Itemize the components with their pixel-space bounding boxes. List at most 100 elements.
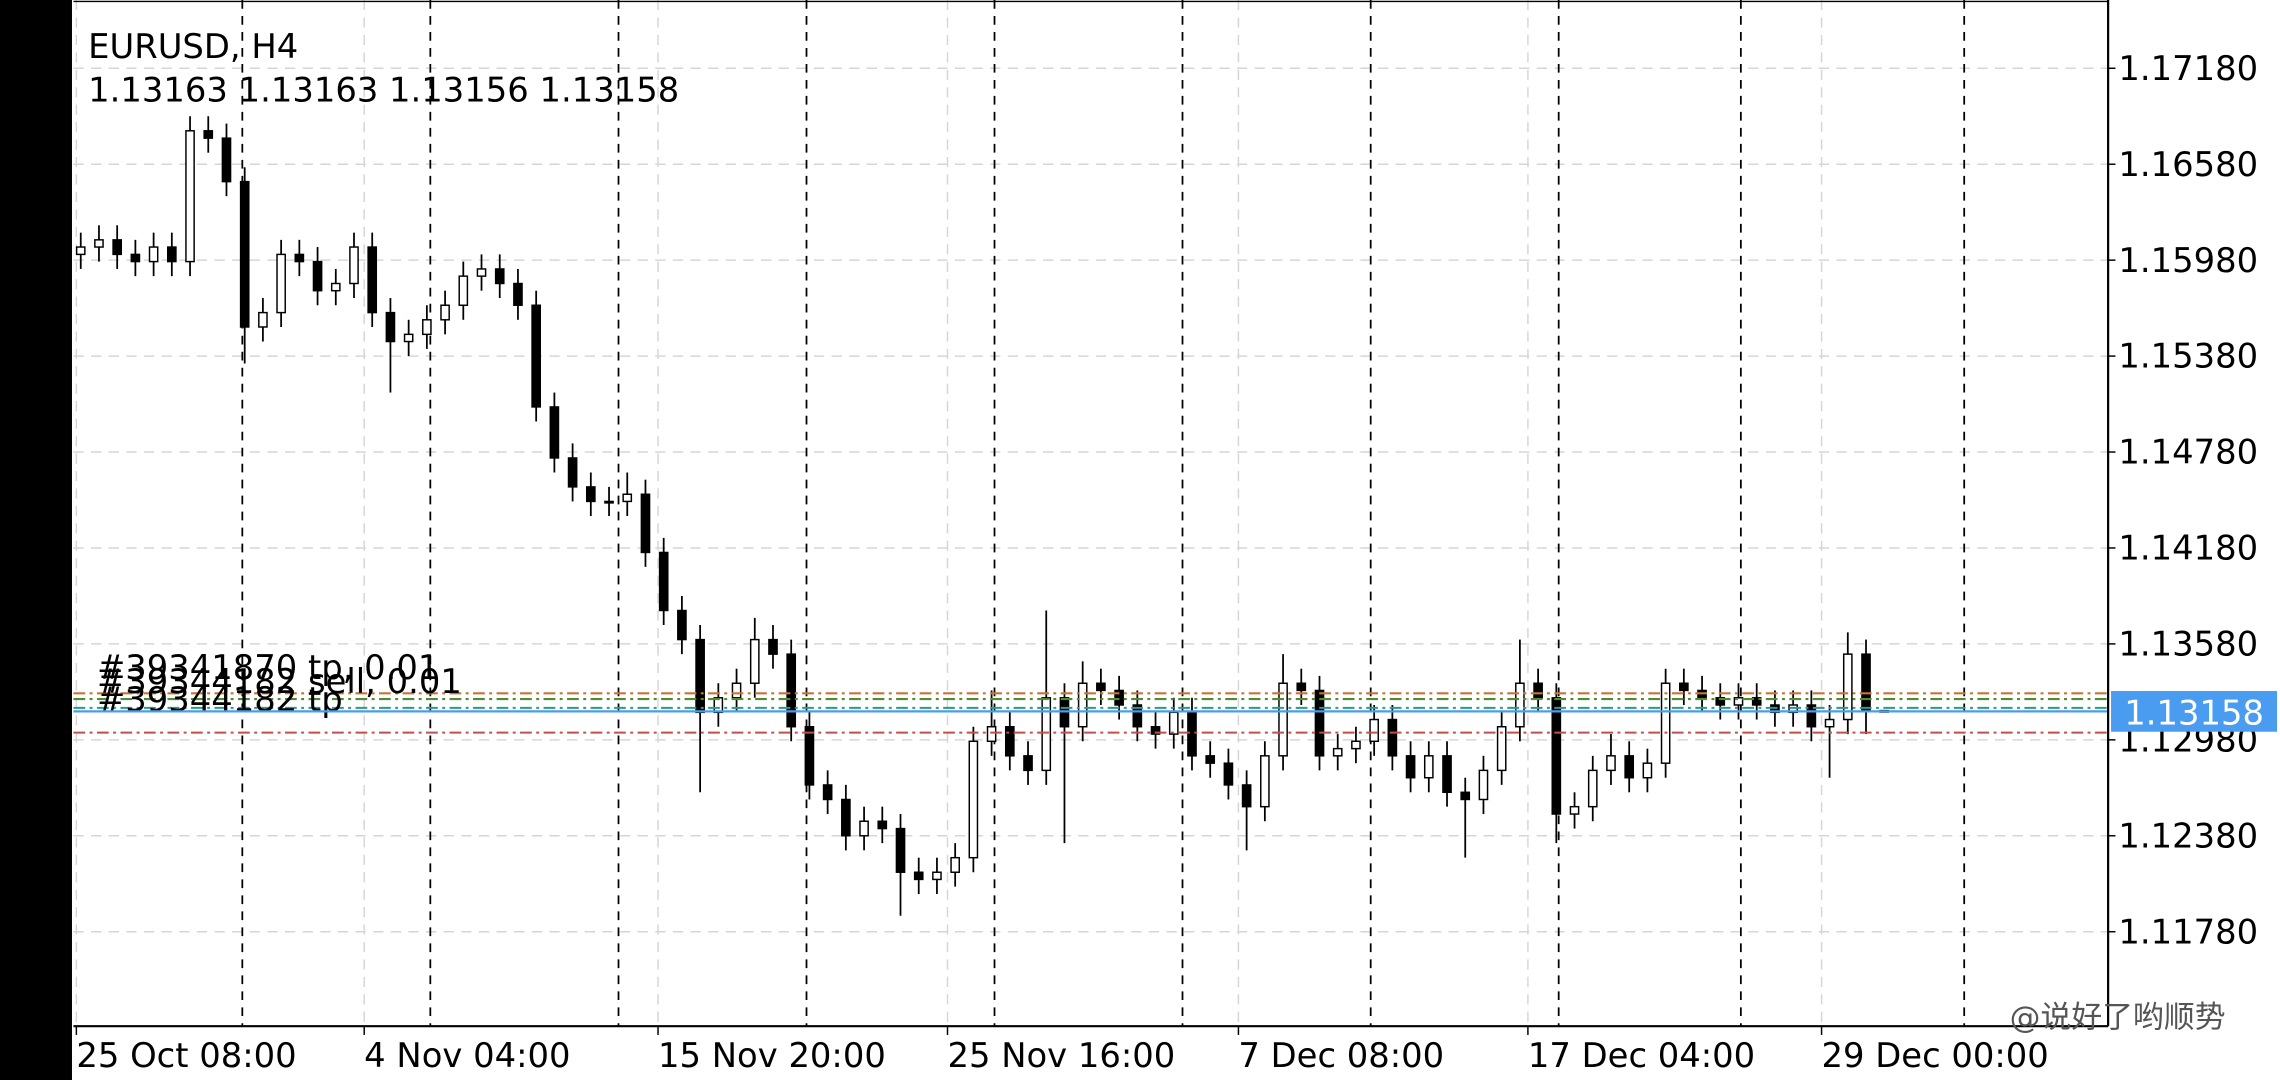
candle-body (166, 246, 177, 263)
candle-body (1679, 682, 1689, 692)
candle-body (1096, 682, 1106, 692)
candle-body (203, 130, 214, 139)
y-tick-label: 1.17180 (2118, 49, 2258, 88)
candle-body (677, 609, 687, 641)
x-tick-label: 4 Nov 04:00 (364, 1036, 570, 1075)
candle-body (1241, 784, 1252, 808)
candle-body (1205, 755, 1216, 764)
candle-body (1551, 697, 1562, 815)
candle-body (75, 246, 86, 256)
y-tick-label: 1.14780 (2118, 433, 2258, 472)
y-tick-label: 1.12380 (2118, 817, 2258, 856)
candle-body (968, 740, 979, 859)
candle-body (458, 275, 469, 306)
candle-body (130, 253, 141, 263)
candle-body (1587, 769, 1598, 808)
candle-body (822, 784, 833, 801)
candle-body (1278, 682, 1288, 757)
candle-body (276, 253, 286, 314)
candle-body (1332, 747, 1343, 757)
candle-body (658, 551, 669, 612)
order-label: #39341870 tp, 0.01 (97, 648, 439, 687)
candle-body (312, 260, 323, 292)
candle-body (385, 311, 396, 343)
candle-body (567, 457, 578, 488)
candle-body (1496, 726, 1507, 772)
candle-body (749, 638, 760, 684)
candle-body (640, 493, 651, 554)
x-tick-label: 15 Nov 20:00 (658, 1036, 886, 1075)
candle-body (349, 246, 359, 285)
candle-body (1004, 726, 1015, 757)
candle-body (768, 638, 778, 655)
candle-body (294, 253, 305, 263)
candle-body (731, 682, 742, 699)
candle-body (403, 333, 414, 343)
candle-body (1387, 718, 1398, 757)
x-tick-label: 25 Nov 16:00 (948, 1036, 1176, 1075)
candle-body (1351, 740, 1361, 750)
candle-body (367, 246, 378, 314)
candle-body (440, 304, 450, 321)
candle-body (1314, 689, 1325, 757)
candle-body (185, 130, 195, 263)
candle-body (1460, 791, 1471, 801)
bid-tag (2111, 691, 2278, 732)
candle-body (239, 180, 250, 328)
candle-body (1150, 726, 1161, 735)
candle-body (895, 827, 906, 873)
candle-body (1806, 704, 1817, 728)
candle-body (1533, 682, 1543, 699)
candle-body (622, 493, 633, 503)
candle-body (1733, 697, 1744, 706)
bid-tag-label: 1.13158 (2124, 694, 2264, 733)
candle-body (1223, 762, 1234, 786)
candle-body (859, 820, 869, 837)
candle-body (1023, 755, 1033, 772)
candle-body (148, 246, 159, 263)
candle-body (1114, 689, 1124, 706)
candle-body (1624, 755, 1635, 779)
candle-body (1569, 805, 1580, 815)
candle-body (585, 486, 596, 503)
candle-body (1606, 755, 1616, 772)
candle-body (1478, 769, 1489, 801)
y-tick-label: 1.11780 (2118, 913, 2258, 952)
candle-body (913, 871, 924, 881)
candles (75, 116, 1890, 916)
candle-body (94, 239, 104, 248)
candle-body (1442, 755, 1452, 794)
candle-body (986, 726, 997, 743)
candle-body (1751, 697, 1762, 706)
candle-body (330, 282, 341, 292)
candle-body (221, 137, 232, 183)
grid (73, 0, 2116, 1035)
candle-body (476, 268, 487, 277)
candle-body (1296, 682, 1307, 692)
x-tick-label: 25 Oct 08:00 (76, 1036, 296, 1075)
candle-body (1041, 697, 1052, 772)
candle-body (695, 638, 705, 714)
screen-edge (0, 0, 72, 1080)
candle-body (1187, 711, 1197, 757)
watermark: @说好了哟顺势 (2010, 1001, 2226, 1036)
candle-body (604, 500, 614, 504)
candle-body (112, 239, 123, 256)
y-tick-label: 1.15980 (2118, 241, 2258, 280)
ohlc-readout: 1.13163 1.13163 1.13156 1.13158 (88, 71, 679, 110)
candle-body (1369, 718, 1379, 743)
candle-body (494, 268, 505, 285)
candle-body (258, 311, 268, 328)
y-tick-label: 1.15380 (2118, 337, 2258, 376)
y-tick-label: 1.14180 (2118, 529, 2258, 568)
x-tick-label: 17 Dec 04:00 (1528, 1036, 1755, 1075)
candle-body (1515, 682, 1525, 728)
candle-body (1842, 653, 1853, 721)
x-tick-label: 7 Dec 08:00 (1238, 1036, 1444, 1075)
order-label: #39344182 sell, 0.01 (97, 662, 462, 701)
candle-body (932, 871, 942, 881)
candle-body (531, 304, 542, 408)
candle-body (1642, 762, 1653, 779)
candle-body (1260, 755, 1270, 808)
